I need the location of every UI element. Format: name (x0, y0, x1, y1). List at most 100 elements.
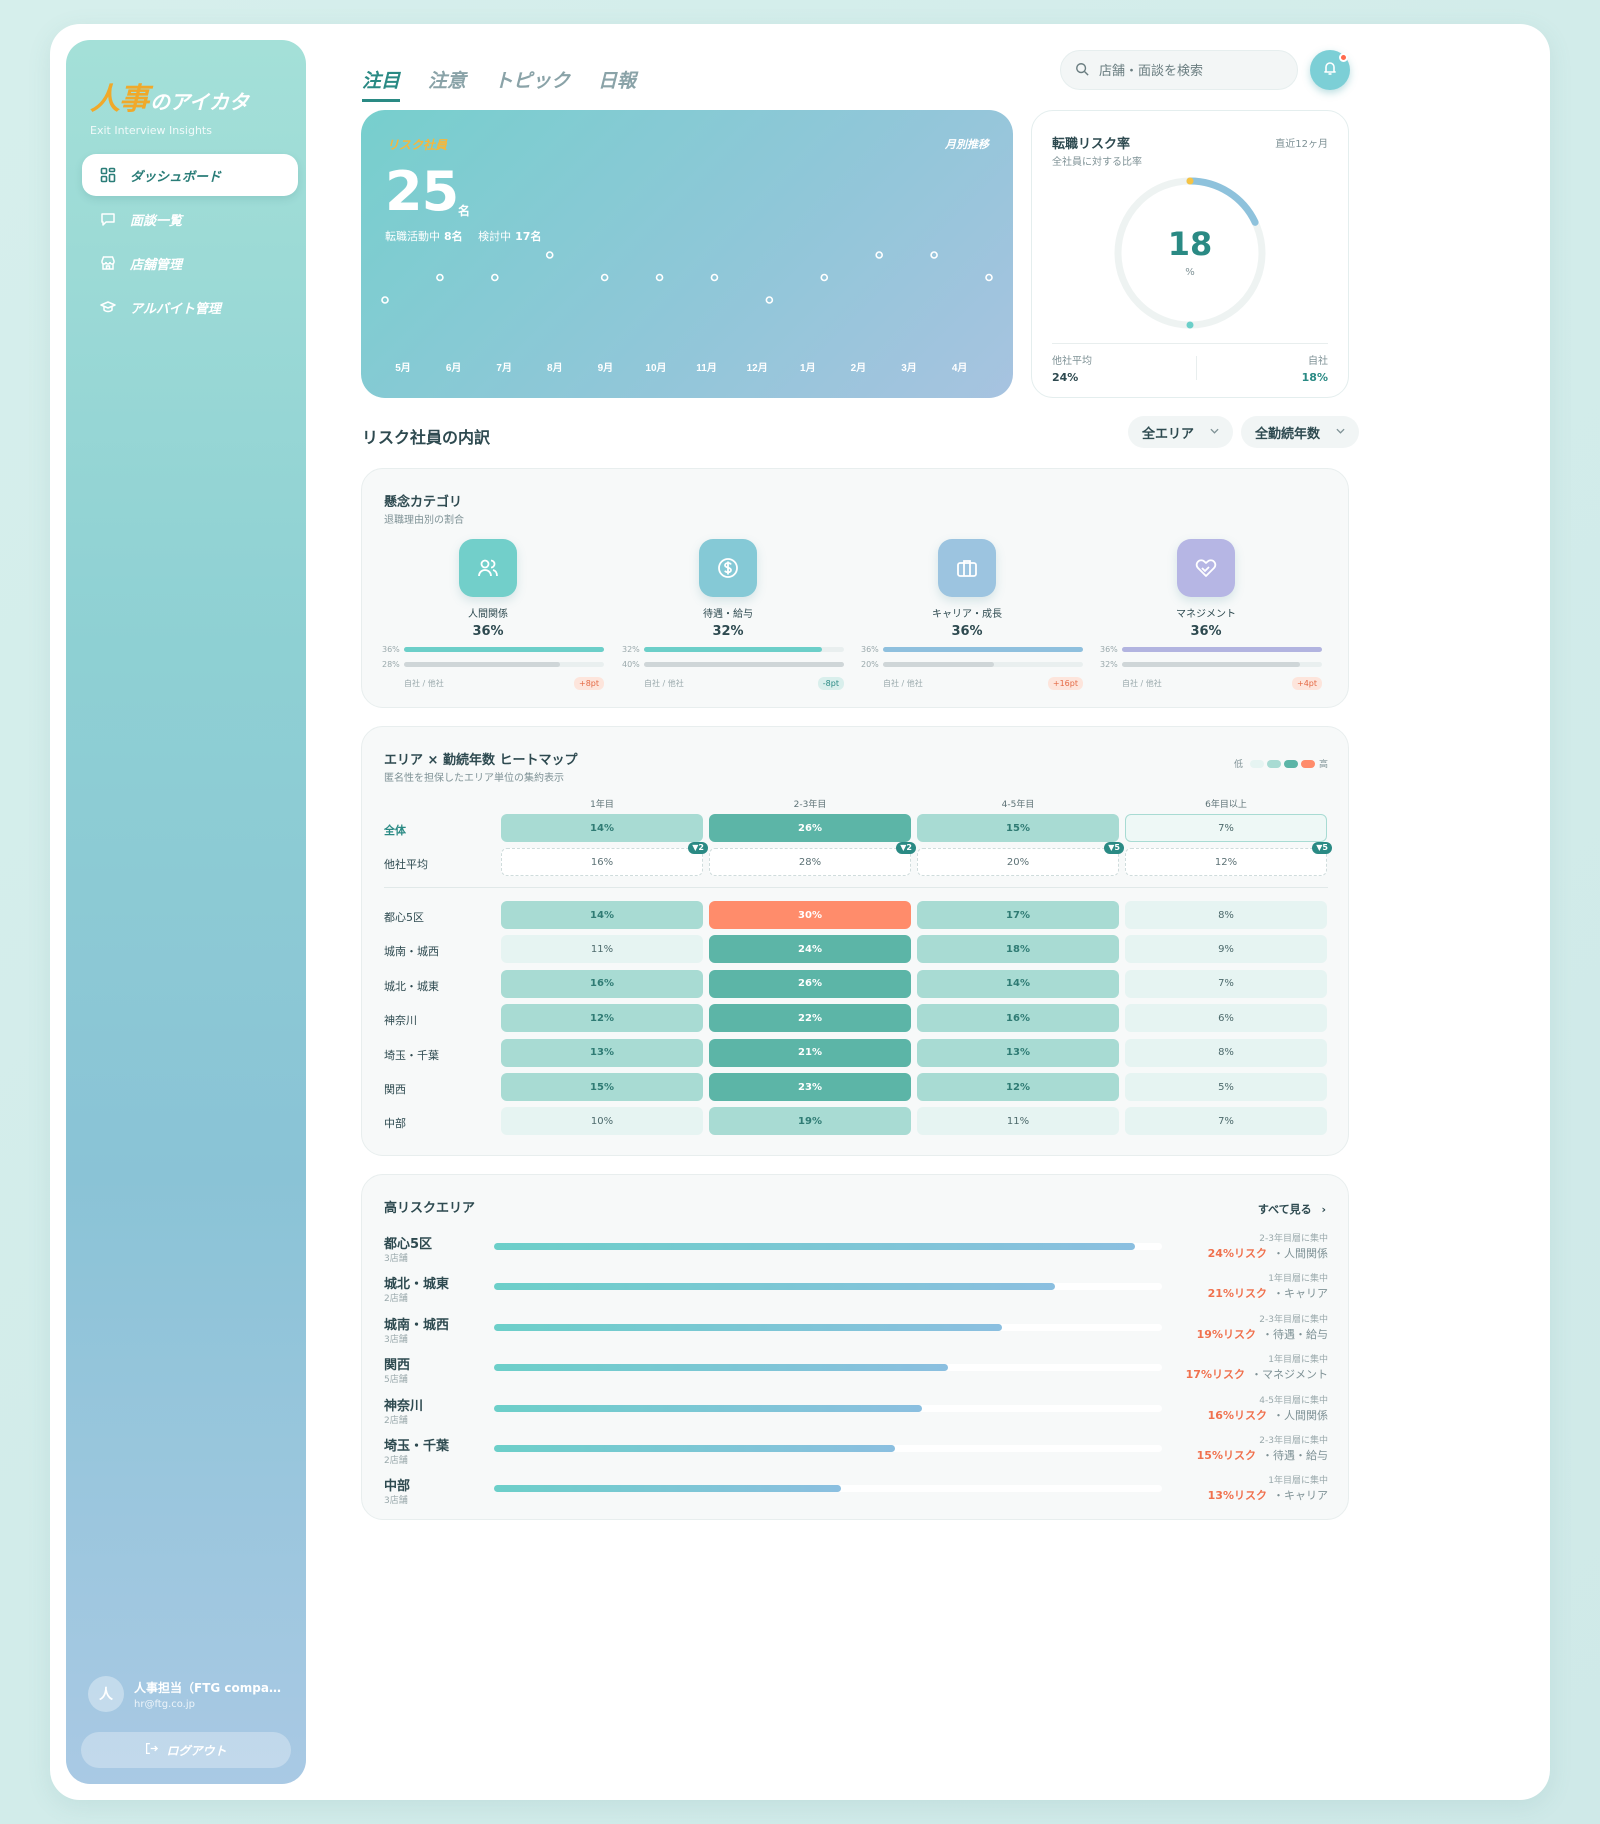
heatmap-cell[interactable]: 14% (917, 969, 1119, 998)
chevron-down-icon (1210, 427, 1219, 437)
bar-track (644, 662, 844, 667)
high-risk-row[interactable]: 関西 5店舗 1年目層に集中 17%リスク ・マネジメント (384, 1354, 1328, 1394)
notification-dot (1339, 53, 1348, 62)
delta-badge: ▼2 (896, 842, 916, 854)
area-filter[interactable]: 全エリア (1128, 416, 1234, 448)
high-risk-row[interactable]: 中部 3店舗 1年目層に集中 13%リスク ・キャリア (384, 1475, 1328, 1515)
tab-topics[interactable]: トピック (494, 70, 571, 92)
heatmap-cell[interactable]: 22% (709, 1004, 911, 1033)
trend-point (820, 273, 829, 282)
heatmap-cell[interactable]: 5% (1125, 1073, 1327, 1101)
concentration-note: 2-3年目層に集中 (1259, 1314, 1328, 1325)
heatmap-cell[interactable]: 30% (709, 901, 911, 929)
heatmap-cell[interactable]: 13% (501, 1038, 703, 1067)
heatmap-cell[interactable]: 13% (917, 1038, 1119, 1067)
sidebar-item-label: 店舗管理 (130, 257, 183, 273)
logo-tagline: Exit Interview Insights (90, 124, 212, 137)
tab-featured[interactable]: 注目 (362, 66, 401, 102)
search-icon (1075, 61, 1089, 80)
bar-pct-label: 32% (622, 645, 640, 654)
area-name: 関西 (384, 1358, 411, 1374)
heatmap-cell[interactable]: 12% (501, 1004, 703, 1033)
self-bar-fill (1122, 647, 1322, 652)
tenure-filter[interactable]: 全勤続年数 (1241, 416, 1360, 448)
notification-button[interactable] (1310, 50, 1350, 90)
heatmap-cell[interactable]: 26% (709, 969, 911, 998)
heatmap-cell[interactable]: 23% (709, 1073, 911, 1101)
area-name: 城北・城東 (384, 1277, 450, 1293)
other-bar-row: 32% (1090, 660, 1322, 669)
concentration-note: 1年目層に集中 (1268, 1476, 1328, 1487)
sidebar-item-stores[interactable]: 店舗管理 (82, 242, 298, 284)
heatmap-cell[interactable]: 19% (709, 1107, 911, 1136)
self-label: 自社 (1308, 356, 1328, 367)
risk-summary: 21%リスク ・キャリア (1208, 1285, 1328, 1301)
heatmap-cell[interactable]: 17% (917, 901, 1119, 929)
store-count: 3店舗 (384, 1254, 408, 1264)
concern-footer: 自社 / 他社 +16pt (851, 677, 1083, 690)
trend-point (985, 273, 993, 282)
heatmap-subtitle: 匿名性を担保したエリア単位の集約表示 (384, 773, 564, 784)
heatmap-cell[interactable]: 10% (501, 1107, 703, 1136)
graduation-icon (98, 297, 118, 317)
heatmap-cell[interactable]: 18% (917, 935, 1119, 964)
search-input[interactable] (1099, 62, 1279, 78)
store-icon (98, 253, 118, 273)
area-name: 中部 (384, 1479, 411, 1495)
other-bar-row: 20% (851, 660, 1083, 669)
sidebar: 人事 のアイカタ Exit Interview Insights ダッシュボード… (66, 40, 306, 1784)
hero-label: リスク社員 (387, 138, 448, 152)
heatmap-cell[interactable]: 24% (709, 935, 911, 964)
heatmap-cell[interactable]: 21% (709, 1038, 911, 1067)
sidebar-item-dashboard[interactable]: ダッシュボード (82, 154, 298, 196)
heatmap-cell[interactable]: 14% (501, 814, 703, 842)
sidebar-nav: ダッシュボード 面談一覧 店舗管理 アルバイト管理 (82, 154, 298, 330)
active-label: 転職活動中 (385, 230, 440, 243)
heatmap-cell[interactable]: 15% (917, 814, 1119, 842)
heatmap-cell[interactable]: 8% (1125, 901, 1327, 929)
self-bar-row: 36% (1090, 645, 1322, 654)
high-risk-row[interactable]: 神奈川 2店舗 4-5年目層に集中 16%リスク ・人間関係 (384, 1395, 1328, 1435)
heatmap-cell[interactable]: 11% (917, 1107, 1119, 1136)
high-risk-row[interactable]: 城南・城西 3店舗 2-3年目層に集中 19%リスク ・待遇・給与 (384, 1314, 1328, 1354)
sidebar-item-label: ダッシュボード (130, 169, 222, 185)
heatmap-cell[interactable]: 9% (1125, 935, 1327, 964)
bar-pct-label: 28% (382, 660, 400, 669)
heatmap-cell[interactable]: 15% (501, 1073, 703, 1101)
heatmap-cell[interactable]: 11% (501, 935, 703, 964)
self-bar-row: 36% (372, 645, 604, 654)
risk-employees-card: リスク社員 月別推移 25 名 転職活動中 8名 検討中 17名 5月 6月 7月 8月 9… (361, 110, 1013, 398)
concentration-note: 1年目層に集中 (1268, 1355, 1328, 1366)
heatmap-cell[interactable]: 7% (1125, 814, 1327, 842)
high-risk-row[interactable]: 都心5区 3店舗 2-3年目層に集中 24%リスク ・人間関係 (384, 1233, 1328, 1273)
heatmap-cell[interactable]: 14% (501, 901, 703, 929)
legend-swatch (1249, 759, 1264, 768)
concern-name: 人間関係 (468, 609, 508, 620)
logo-rest-text: のアイカタ (150, 90, 249, 114)
sidebar-item-parttime[interactable]: アルバイト管理 (82, 286, 298, 328)
tab-daily-report[interactable]: 日報 (598, 70, 637, 92)
app-window: 人事 のアイカタ Exit Interview Insights ダッシュボード… (50, 24, 1550, 1800)
heatmap-cell[interactable]: 12% (917, 1073, 1119, 1101)
tab-caution[interactable]: 注意 (428, 70, 467, 92)
heatmap-cell[interactable]: 16% (501, 969, 703, 998)
heatmap-cell[interactable]: 7% (1125, 1107, 1327, 1136)
sidebar-item-interviews[interactable]: 面談一覧 (82, 198, 298, 240)
high-risk-row[interactable]: 埼玉・千葉 2店舗 2-3年目層に集中 15%リスク ・待遇・給与 (384, 1435, 1328, 1475)
high-risk-row[interactable]: 城北・城東 2店舗 1年目層に集中 21%リスク ・キャリア (384, 1273, 1328, 1313)
month-label: 8月 (547, 362, 563, 374)
risk-bar-fill (494, 1243, 1136, 1250)
heatmap-cell[interactable]: 26% (709, 814, 911, 842)
heatmap-cell[interactable]: 7% (1125, 969, 1327, 998)
heatmap-cell[interactable]: 6% (1125, 1004, 1327, 1033)
heatmap-cell[interactable]: 8% (1125, 1038, 1327, 1067)
concentration-note: 4-5年目層に集中 (1259, 1395, 1328, 1406)
heatmap-cell[interactable]: 16% (917, 1004, 1119, 1033)
risk-value: 19%リスク (1196, 1327, 1256, 1341)
see-all-link[interactable]: すべて見る › (1258, 1201, 1326, 1217)
briefcase-icon (938, 539, 996, 597)
monthly-trend-link[interactable]: 月別推移 (945, 138, 989, 151)
heatmap-benchmark-cell: 20% ▼5 (917, 842, 1124, 876)
heatmap-column-header: 6年目以上 (1205, 800, 1247, 810)
logout-button[interactable]: ログアウト (81, 1732, 291, 1768)
